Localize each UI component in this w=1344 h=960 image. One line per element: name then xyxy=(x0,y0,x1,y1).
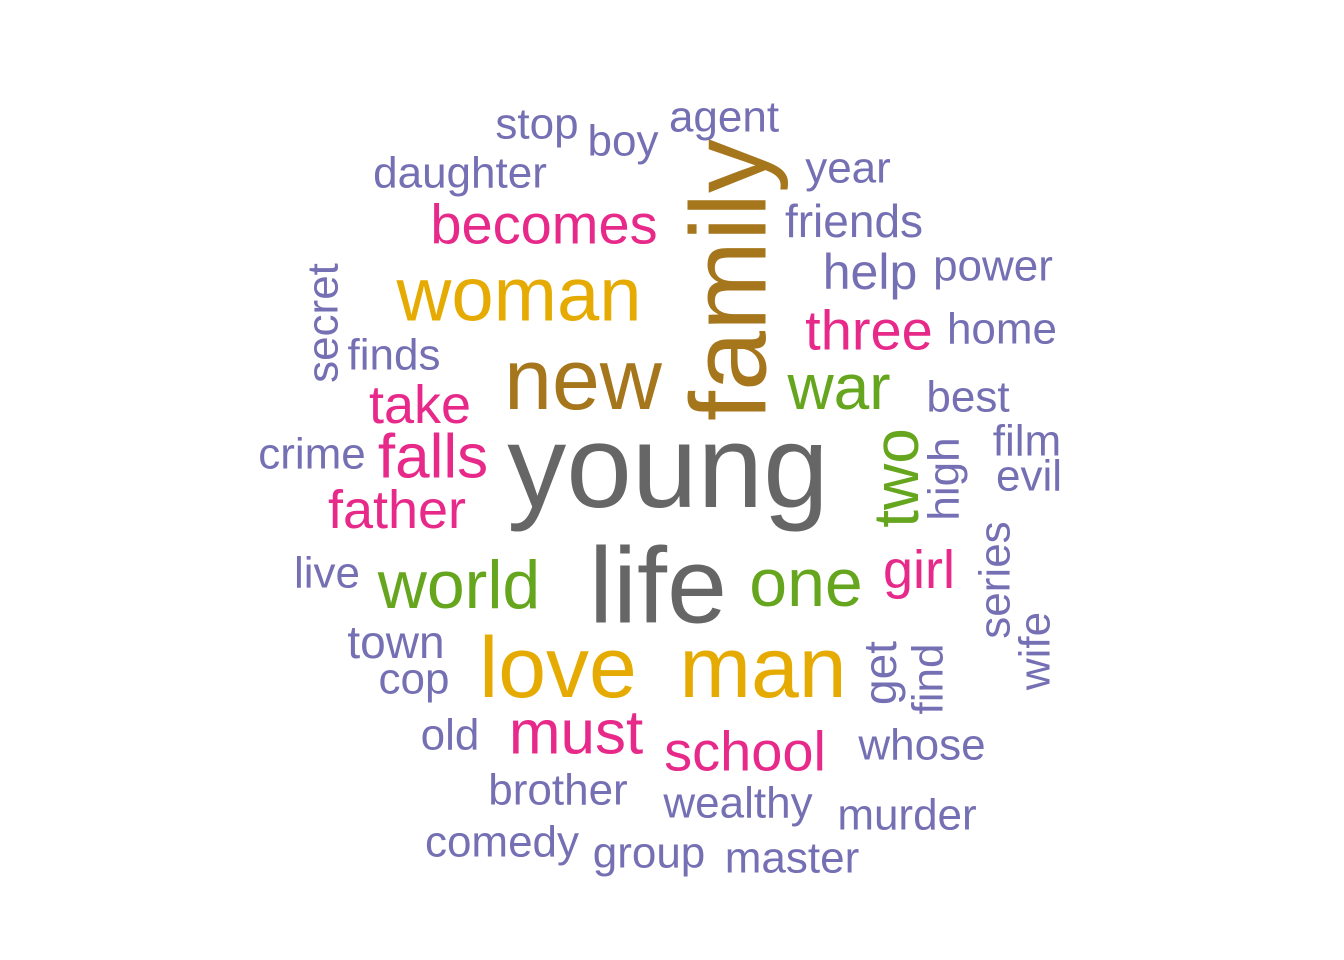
word-two: two xyxy=(860,428,932,528)
word-one: one xyxy=(749,545,862,621)
word-help: help xyxy=(823,244,918,300)
word-series: series xyxy=(971,521,1020,638)
word-father: father xyxy=(328,480,466,540)
word-must: must xyxy=(509,699,643,768)
word-take: take xyxy=(369,375,471,435)
word-year: year xyxy=(805,144,891,193)
word-secret: secret xyxy=(299,263,348,383)
word-love: love xyxy=(479,620,637,716)
word-town: town xyxy=(347,616,444,668)
word-live: live xyxy=(294,549,360,598)
word-wealthy: wealthy xyxy=(662,779,812,828)
word-three: three xyxy=(805,299,933,362)
word-friends: friends xyxy=(785,195,923,247)
word-war: war xyxy=(786,351,890,423)
word-world: world xyxy=(377,547,541,623)
word-daughter: daughter xyxy=(373,149,547,198)
word-home: home xyxy=(947,305,1057,354)
word-new: new xyxy=(504,332,663,428)
word-brother: brother xyxy=(488,766,627,815)
word-becomes: becomes xyxy=(430,193,657,256)
word-young: young xyxy=(507,401,829,533)
word-best: best xyxy=(926,373,1009,422)
word-finds: finds xyxy=(348,331,441,380)
word-woman: woman xyxy=(396,253,642,338)
word-falls: falls xyxy=(378,423,488,492)
word-stop: stop xyxy=(495,100,578,149)
word-life: life xyxy=(589,525,727,646)
word-old: old xyxy=(421,711,480,760)
word-agent: agent xyxy=(669,93,779,142)
word-cop: cop xyxy=(379,655,450,704)
word-boy: boy xyxy=(588,117,659,166)
word-get: get xyxy=(854,641,906,705)
word-school: school xyxy=(664,720,826,783)
word-evil: evil xyxy=(996,452,1062,501)
word-group: group xyxy=(593,829,706,878)
word-comedy: comedy xyxy=(425,818,579,867)
word-film: film xyxy=(993,417,1061,466)
word-master: master xyxy=(725,834,859,883)
word-wife: wife xyxy=(1011,612,1060,691)
word-crime: crime xyxy=(258,430,366,479)
word-high: high xyxy=(920,437,969,520)
word-power: power xyxy=(933,242,1053,291)
word-find: find xyxy=(904,644,953,715)
word-whose: whose xyxy=(857,721,985,770)
word-girl: girl xyxy=(883,540,955,600)
word-man: man xyxy=(679,620,846,716)
word-family: family xyxy=(668,139,789,421)
word-murder: murder xyxy=(837,791,976,840)
